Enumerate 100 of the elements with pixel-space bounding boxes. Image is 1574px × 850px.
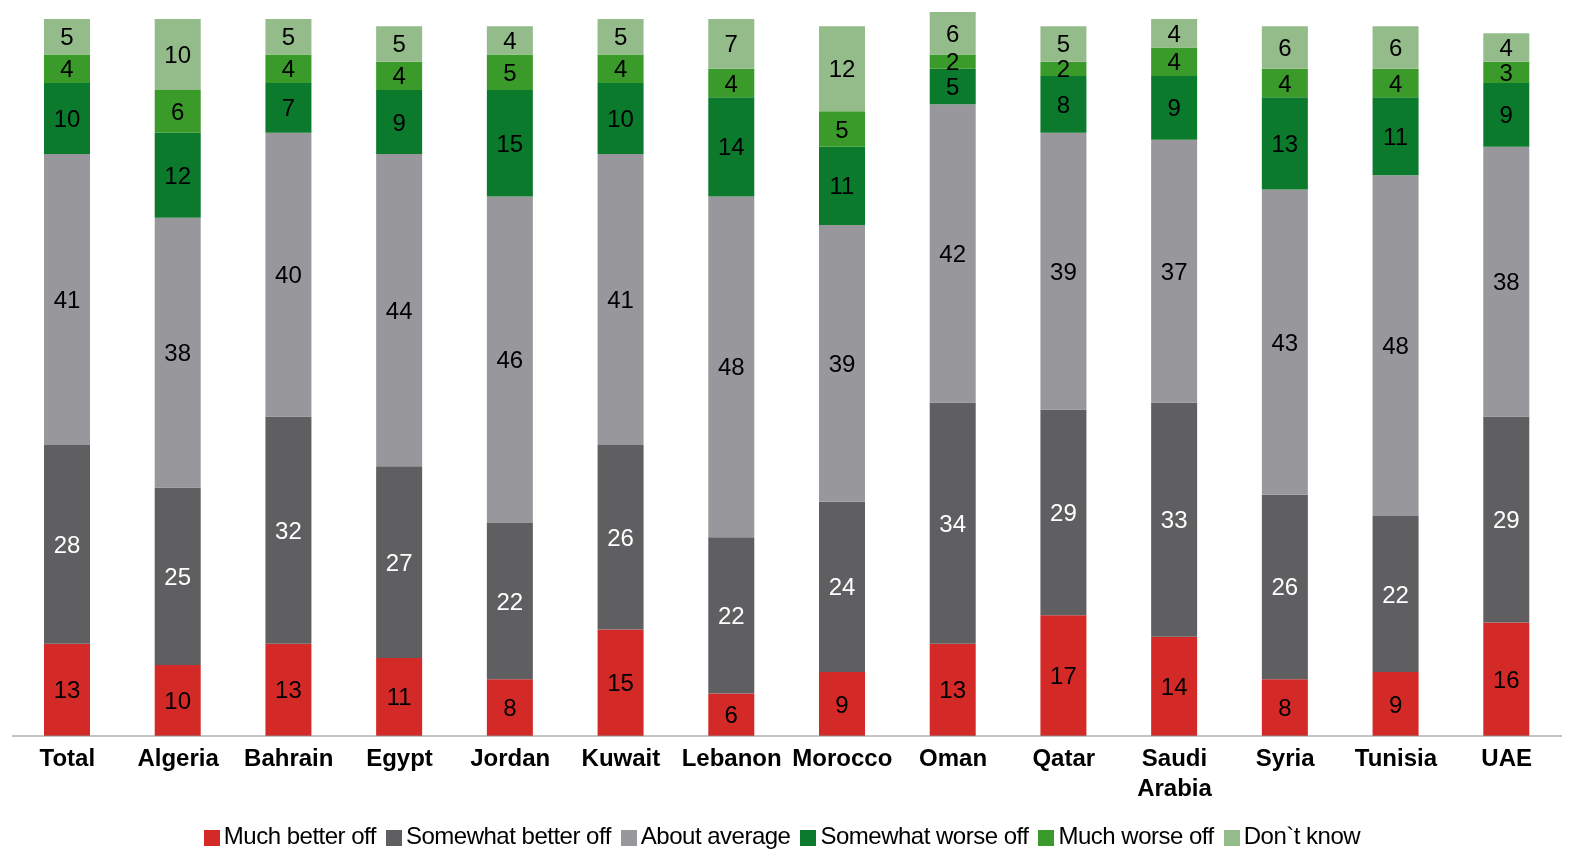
data-label: 42 xyxy=(939,239,967,267)
data-label: 28 xyxy=(53,530,81,558)
x-tick-label: Qatar xyxy=(1032,744,1096,771)
bar xyxy=(376,466,423,658)
x-tick-label: Jordan xyxy=(470,744,551,771)
bar xyxy=(265,643,312,736)
bar xyxy=(154,487,201,666)
data-label: 4 xyxy=(281,55,296,83)
bar xyxy=(1483,146,1530,417)
data-label: 4 xyxy=(60,55,74,83)
x-tick-label: Syria xyxy=(1255,744,1316,771)
bar xyxy=(1040,615,1087,736)
bar xyxy=(1040,26,1087,62)
bar xyxy=(376,657,423,736)
data-label: 5 xyxy=(1056,30,1071,58)
data-label: 29 xyxy=(1492,506,1520,534)
data-label: 34 xyxy=(939,509,967,537)
bar xyxy=(1151,19,1198,48)
data-label: 8 xyxy=(1278,694,1292,722)
bar xyxy=(819,26,865,112)
bar xyxy=(1372,68,1419,98)
data-label: 5 xyxy=(835,115,849,143)
data-label: 7 xyxy=(724,30,738,58)
data-label: 4 xyxy=(1167,48,1181,76)
bar xyxy=(1261,68,1308,98)
bar xyxy=(708,97,755,197)
bar xyxy=(44,643,90,736)
data-label: 4 xyxy=(1167,19,1181,47)
data-label: 48 xyxy=(1382,332,1409,360)
bar xyxy=(265,416,312,644)
data-label: 6 xyxy=(724,701,738,729)
bar xyxy=(44,82,90,154)
data-label: 11 xyxy=(829,172,855,200)
bar xyxy=(376,153,423,467)
data-label: 27 xyxy=(385,548,413,576)
bar xyxy=(819,146,865,225)
data-label: 32 xyxy=(275,516,302,544)
data-label: 38 xyxy=(1492,268,1520,296)
data-label: 41 xyxy=(607,285,634,313)
data-label: 15 xyxy=(496,129,524,157)
bar xyxy=(1372,672,1419,736)
bar xyxy=(44,444,90,644)
bar xyxy=(1372,175,1419,516)
bar xyxy=(1261,189,1308,495)
bar xyxy=(929,643,976,736)
bar xyxy=(929,104,976,403)
data-label: 5 xyxy=(946,73,960,101)
bar xyxy=(154,19,201,91)
data-label: 4 xyxy=(1388,69,1403,97)
data-label: 4 xyxy=(613,55,628,83)
bar xyxy=(708,537,755,694)
data-label: 5 xyxy=(392,30,406,58)
data-label: 2 xyxy=(946,48,960,76)
bar xyxy=(154,217,201,488)
bar xyxy=(597,629,644,736)
data-label: 11 xyxy=(1383,122,1409,150)
x-tick-label: Algeria xyxy=(137,744,220,771)
data-label: 5 xyxy=(60,23,74,51)
bar xyxy=(1040,132,1087,410)
legend-label: Somewhat worse off xyxy=(820,822,1029,849)
data-label: 22 xyxy=(496,587,524,615)
bar xyxy=(1261,494,1308,680)
bar xyxy=(376,26,423,62)
data-label: 43 xyxy=(1271,328,1299,356)
data-label: 13 xyxy=(275,676,302,704)
data-label: 26 xyxy=(607,523,634,551)
bar xyxy=(486,523,533,680)
data-label: 12 xyxy=(828,55,856,83)
bar xyxy=(708,196,755,538)
data-label: 10 xyxy=(53,104,81,132)
bar xyxy=(44,19,90,55)
data-label: 33 xyxy=(1160,506,1188,534)
data-label: 13 xyxy=(53,676,81,704)
x-tick-label: Morocco xyxy=(792,744,893,771)
bar xyxy=(486,54,533,91)
bar xyxy=(486,90,533,197)
data-label: 37 xyxy=(1160,257,1188,285)
bar xyxy=(1372,26,1419,69)
bar xyxy=(819,672,865,736)
bar xyxy=(376,90,423,154)
data-label: 15 xyxy=(607,669,634,697)
bar xyxy=(708,68,755,98)
bar xyxy=(1151,75,1198,140)
data-label: 16 xyxy=(1492,665,1520,693)
x-tick-label: Tunisia xyxy=(1354,744,1438,771)
data-label: 14 xyxy=(1160,672,1188,700)
data-label: 22 xyxy=(717,601,745,629)
data-label: 13 xyxy=(939,676,967,704)
bar xyxy=(1040,75,1087,133)
bar xyxy=(486,679,533,736)
bar xyxy=(708,693,755,736)
data-label: 8 xyxy=(503,694,517,722)
bar xyxy=(819,111,865,147)
data-label: 13 xyxy=(1271,129,1299,157)
data-label: 44 xyxy=(385,296,413,324)
bar xyxy=(1261,679,1308,736)
legend-label: Much better off xyxy=(223,822,376,849)
bar xyxy=(44,153,90,445)
x-tick-label: Kuwait xyxy=(581,744,661,771)
bar xyxy=(265,19,312,55)
